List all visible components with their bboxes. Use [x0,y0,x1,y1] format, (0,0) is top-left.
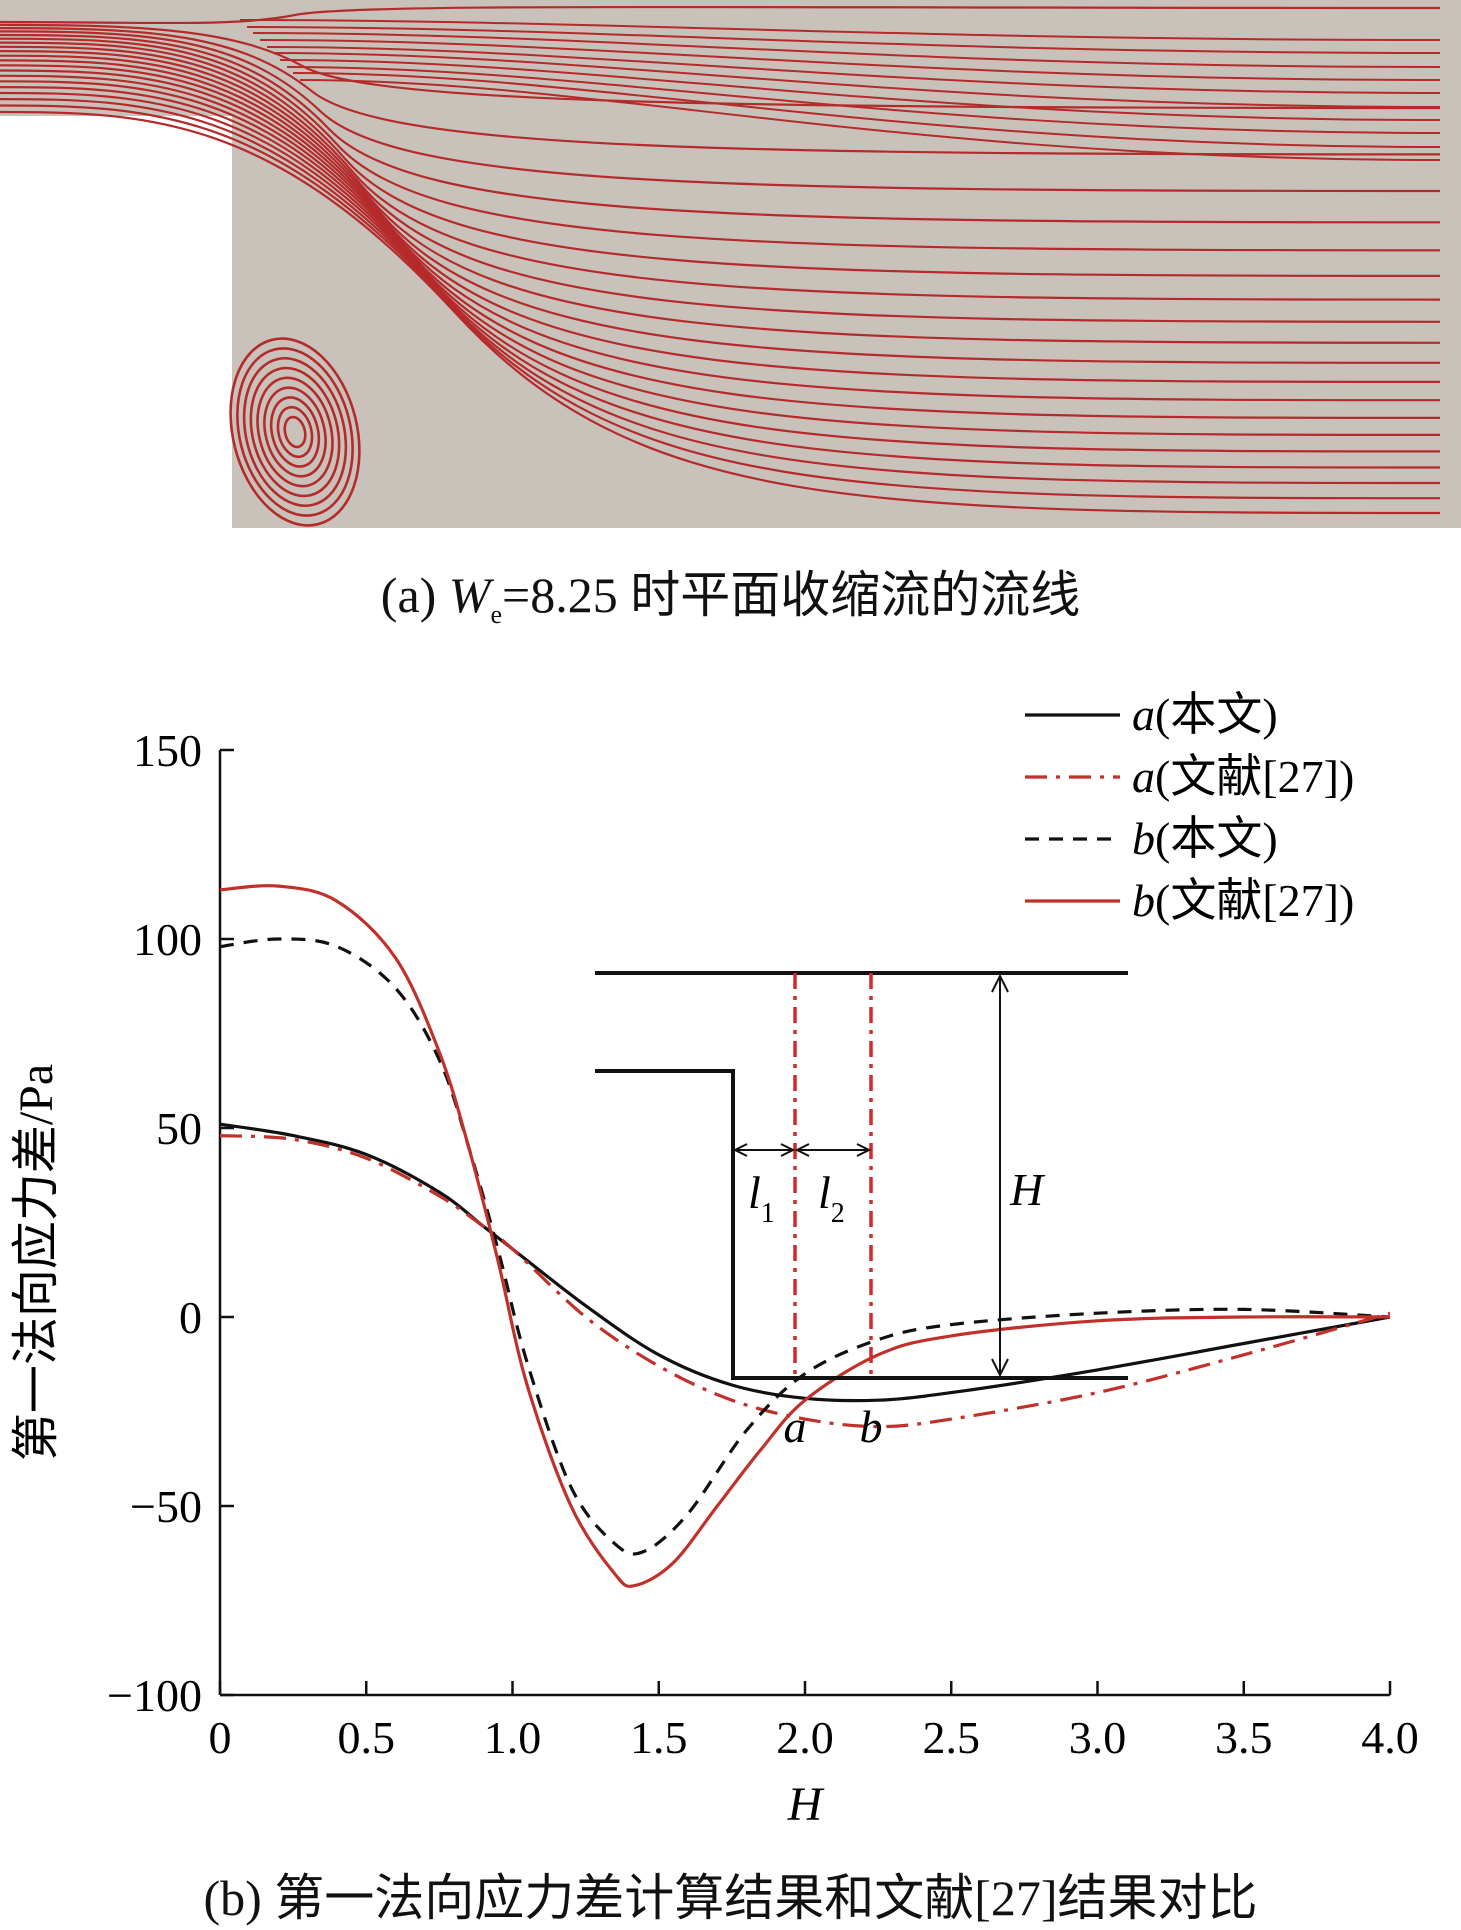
streamline [239,19,1441,41]
streamline [0,37,1441,252]
inset-schematic: Hl1 l2 a b [595,971,1128,1452]
series-line-2 [219,1134,1391,1429]
caption-a-symbol: W [448,567,491,623]
vortex-ring [276,405,314,459]
x-tick-label: 4.0 [1361,1712,1419,1763]
series-line-3 [219,937,1391,1556]
streamline [0,23,1441,110]
y-tick-label: 150 [133,725,202,776]
vortex-ring [249,366,341,498]
streamline [0,86,1441,453]
inset-b-label: b [860,1401,883,1452]
inset-l1-label: l1 [748,1167,775,1229]
streamline [0,30,1441,193]
caption-a: (a) We=8.25 时平面收缩流的流线 [0,555,1461,630]
x-tick-label: 0.5 [338,1712,396,1763]
streamline [0,80,1441,436]
streamline [0,59,1441,364]
streamline [299,79,1441,161]
streamline [246,26,1441,54]
streamline [286,66,1441,134]
streamline [0,50,1441,323]
streamline [0,104,1441,500]
caption-a-subscript: e [490,600,502,629]
streamline [292,72,1441,148]
streamlines [0,5,1441,515]
caption-a-suffix: =8.25 时平面收缩流的流线 [502,567,1081,623]
x-tick-label: 2.5 [923,1712,981,1763]
y-tick-label: 50 [156,1103,202,1154]
vortex-ring [283,415,307,449]
y-tick-label: −100 [107,1670,202,1721]
streamline-panel [0,0,1461,530]
streamline [266,46,1441,94]
inset-lengths-arrowheads [732,1143,872,1157]
streamline [0,27,1441,156]
vortex-ring [269,396,321,468]
vortex-ring [229,337,361,527]
streamline [0,41,1441,277]
legend: a(本文) a(文献[27]) b(本文) b(文献[27]) [1025,689,1354,926]
streamline [252,32,1441,68]
streamline-figure [0,0,1461,530]
streamline [0,33,1441,224]
inset-h-arrowheads [991,973,1009,1378]
legend-label-1: a(本文) [1132,689,1278,740]
y-tick-label: −50 [130,1481,202,1532]
axes: 0 0.5 1.0 1.5 2.0 2.5 3.0 3.5 4.0 150 100 50 0 −50 −10… [10,725,1419,1831]
x-tick-label: 0 [209,1712,232,1763]
streamline [272,52,1441,108]
legend-label-3: b(本文) [1132,813,1278,864]
x-axis-title: H [787,1778,825,1831]
corner-vortex [229,337,361,527]
series-group [219,884,1391,1588]
x-tick-label: 1.0 [484,1712,542,1763]
inset-l2-label: l2 [818,1167,845,1229]
line-chart: 0 0.5 1.0 1.5 2.0 2.5 3.0 3.5 4.0 150 100 50 0 −50 −10… [10,689,1419,1831]
streamline [0,45,1441,301]
y-tick-label: 100 [133,914,202,965]
streamline [0,54,1441,344]
legend-label-4: b(文献[27]) [1132,875,1354,926]
inset-a-label: a [784,1401,807,1452]
inset-bottom-wall [595,1069,1128,1380]
streamline [0,110,1441,515]
x-tick-label: 3.5 [1215,1712,1273,1763]
vortex-ring [263,386,327,478]
streamline [0,74,1441,419]
streamline [0,64,1441,383]
x-tick-label: 1.5 [630,1712,688,1763]
contraction-step [0,116,232,530]
legend-label-2: a(文献[27]) [1132,751,1354,802]
vortex-ring [256,376,334,488]
caption-b: (b) 第一法向应力差计算结果和文献[27]结果对比 [203,1870,1258,1926]
series-line-1 [219,1122,1391,1403]
streamline [0,91,1441,469]
streamline [0,98,1441,485]
caption-a-prefix: (a) [380,567,449,623]
inset-h-label: H [1009,1164,1046,1215]
y-axis-title: 第一法向应力差/Pa [10,1064,63,1461]
x-tick-label: 2.0 [776,1712,834,1763]
streamline [0,69,1441,402]
chart-panel: 0 0.5 1.0 1.5 2.0 2.5 3.0 3.5 4.0 150 100 50 0 −50 −10… [0,660,1461,1850]
vortex-ring [242,356,348,508]
vortex-ring [236,347,354,517]
x-tick-label: 3.0 [1069,1712,1127,1763]
streamline [0,5,1441,25]
series-line-4 [219,884,1391,1588]
streamline [279,59,1441,121]
y-tick-label: 0 [179,1292,202,1343]
streamline [259,39,1441,81]
